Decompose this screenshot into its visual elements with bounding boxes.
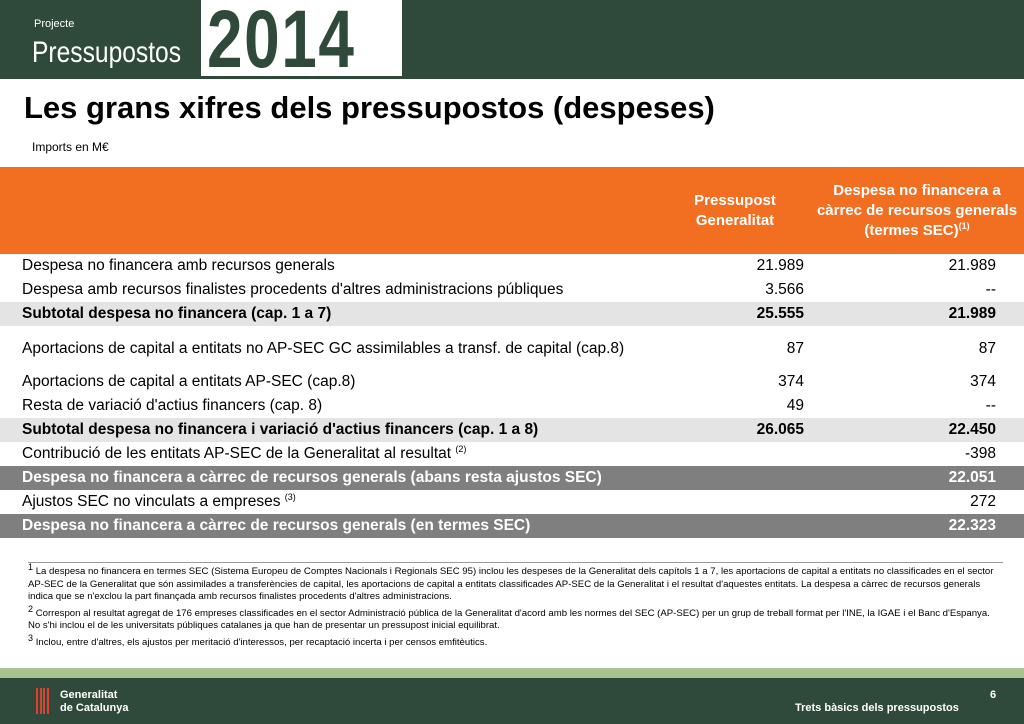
row-pressupost-value — [660, 466, 810, 490]
generalitat-label: Generalitat de Catalunya — [60, 689, 128, 715]
row-label-text: Despesa no financera a càrrec de recurso… — [22, 469, 602, 486]
footnote-divider — [28, 562, 1003, 563]
row-label: Despesa no financera a càrrec de recurso… — [0, 466, 660, 490]
table-header-row: Pressupost Generalitat Despesa no financ… — [0, 167, 1024, 254]
footnote: 2 Correspon al resultat agregat de 176 e… — [28, 604, 1003, 633]
row-label: Contribució de les entitats AP-SEC de la… — [0, 442, 660, 466]
footnotes: 1 La despesa no financera en termes SEC … — [28, 562, 1003, 653]
footnote-number: 3 — [28, 632, 34, 643]
projecte-label: Projecte — [34, 18, 75, 30]
table-row: Aportacions de capital a entitats no AP-… — [0, 326, 1024, 370]
row-footnote-ref: (3) — [284, 491, 296, 502]
row-pressupost-value: 3.566 — [765, 281, 804, 298]
footnote: 1 La despesa no financera en termes SEC … — [28, 562, 1003, 604]
table-row: Resta de variació d'actius financers (ca… — [0, 394, 1024, 418]
top-divider — [0, 76, 1024, 79]
row-pressupost-value: 49 — [786, 397, 804, 414]
footer-bar: Generalitat de Catalunya 6 Trets bàsics … — [0, 678, 1024, 724]
header-pressupost: Pressupost Generalitat — [660, 167, 810, 254]
row-label-text: Despesa no financera a càrrec de recurso… — [22, 517, 531, 534]
row-label: Aportacions de capital a entitats no AP-… — [0, 326, 660, 370]
footnote-text: La despesa no financera en termes SEC (S… — [28, 566, 994, 602]
row-label: Despesa no financera amb recursos genera… — [0, 254, 660, 278]
row-label: Despesa amb recursos finalistes proceden… — [0, 278, 660, 302]
header-sup: (1) — [958, 220, 970, 231]
footnote-text: Inclou, entre d'altres, els ajustos per … — [35, 636, 488, 648]
year-label: 2014 — [207, 0, 356, 85]
row-label: Resta de variació d'actius financers (ca… — [0, 394, 660, 418]
row-label-text: Despesa no financera amb recursos genera… — [22, 257, 335, 274]
row-label: Subtotal despesa no financera (cap. 1 a … — [0, 302, 660, 326]
row-sec-value: 87 — [978, 339, 996, 357]
table-row: Subtotal despesa no financera (cap. 1 a … — [0, 302, 1024, 326]
row-sec-value: 272 — [970, 493, 996, 510]
row-label: Despesa no financera a càrrec de recurso… — [0, 514, 660, 538]
generalitat-logo-icon — [36, 688, 52, 714]
page-number: 6 — [990, 689, 997, 701]
footnote-number: 2 — [28, 603, 34, 614]
row-label-text: Aportacions de capital a entitats no AP-… — [22, 339, 625, 357]
row-label-text: Aportacions de capital a entitats AP-SEC… — [22, 373, 356, 390]
footnote-number: 1 — [28, 561, 34, 572]
row-pressupost-value: 87 — [786, 339, 804, 357]
row-label: Subtotal despesa no financera i variació… — [0, 418, 660, 442]
row-sec-value: -- — [985, 281, 996, 298]
row-label-text: Ajustos SEC no vinculats a empreses — [22, 493, 281, 510]
row-pressupost-value — [660, 490, 810, 514]
row-label-text: Subtotal despesa no financera (cap. 1 a … — [22, 305, 332, 322]
row-sec-value: 374 — [970, 373, 996, 390]
generalitat-line2: de Catalunya — [60, 702, 129, 714]
row-label-text: Contribució de les entitats AP-SEC de la… — [22, 445, 452, 462]
generalitat-line1: Generalitat — [60, 689, 118, 701]
row-label-text: Resta de variació d'actius financers (ca… — [22, 397, 323, 414]
table-row: Despesa no financera a càrrec de recurso… — [0, 466, 1024, 490]
row-label-text: Despesa amb recursos finalistes proceden… — [22, 281, 564, 298]
page-subtitle: Imports en M€ — [32, 140, 109, 154]
row-sec-value: 21.989 — [810, 302, 1024, 326]
top-banner: Projecte Pressupostos — [0, 0, 1024, 76]
row-sec-value: -398 — [964, 445, 996, 462]
header-despesa-sec: Despesa no financera a càrrec de recurso… — [810, 167, 1024, 254]
footnote-text: Correspon al resultat agregat de 176 emp… — [28, 607, 990, 632]
row-pressupost-value: 21.989 — [756, 257, 804, 274]
row-sec-value: -- — [985, 397, 996, 414]
header-pressupost-label: Pressupost Generalitat — [694, 191, 776, 229]
header-blank-cell — [0, 167, 660, 254]
row-pressupost-value: 26.065 — [660, 418, 810, 442]
page-title: Les grans xifres dels pressupostos (desp… — [24, 90, 715, 125]
table-row: Despesa no financera amb recursos genera… — [0, 254, 1024, 278]
table-row: Subtotal despesa no financera i variació… — [0, 418, 1024, 442]
row-sec-value: 22.450 — [810, 418, 1024, 442]
table-row: Contribució de les entitats AP-SEC de la… — [0, 442, 1024, 466]
row-pressupost-value — [660, 514, 810, 538]
table-row: Despesa amb recursos finalistes proceden… — [0, 278, 1024, 302]
green-strip — [0, 668, 1024, 678]
row-label-text: Subtotal despesa no financera i variació… — [22, 421, 539, 438]
row-label: Aportacions de capital a entitats AP-SEC… — [0, 370, 660, 394]
year-box: 2014 — [201, 0, 402, 85]
row-label: Ajustos SEC no vinculats a empreses (3) — [0, 490, 660, 514]
footer-title: Trets bàsics dels pressupostos — [795, 702, 959, 714]
figures-table: Pressupost Generalitat Despesa no financ… — [0, 167, 1024, 538]
row-sec-value: 22.051 — [810, 466, 1024, 490]
row-footnote-ref: (2) — [455, 443, 467, 454]
row-sec-value: 21.989 — [948, 257, 996, 274]
pressupostos-label: Pressupostos — [32, 36, 182, 69]
table-row: Despesa no financera a càrrec de recurso… — [0, 514, 1024, 538]
row-pressupost-value: 25.555 — [660, 302, 810, 326]
footnote: 3 Inclou, entre d'altres, els ajustos pe… — [28, 633, 1003, 650]
table-row: Ajustos SEC no vinculats a empreses (3) 2… — [0, 490, 1024, 514]
row-pressupost-value — [660, 442, 810, 466]
header-despesa-sec-label: Despesa no financera a càrrec de recurso… — [816, 181, 1018, 239]
row-pressupost-value: 374 — [778, 373, 804, 390]
table-row: Aportacions de capital a entitats AP-SEC… — [0, 370, 1024, 394]
row-sec-value: 22.323 — [810, 514, 1024, 538]
